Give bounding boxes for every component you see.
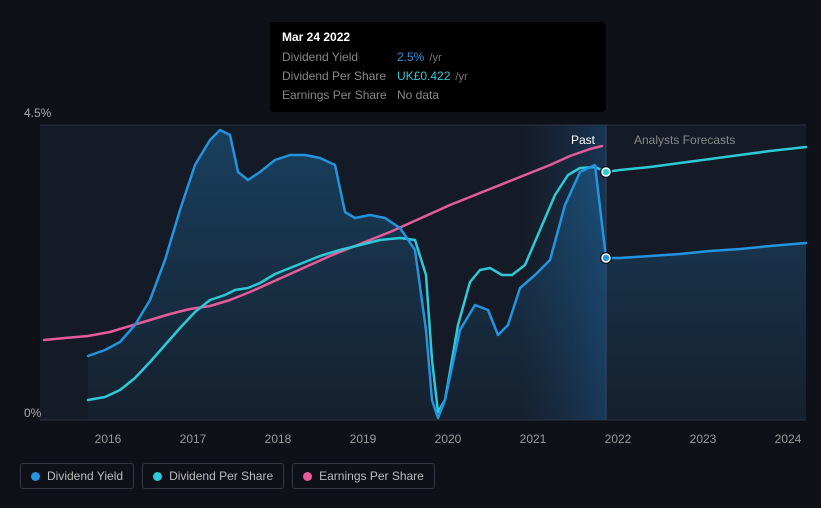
x-axis-tick: 2021 bbox=[520, 432, 547, 446]
y-axis-min: 0% bbox=[24, 406, 41, 420]
tooltip-row: Earnings Per ShareNo data bbox=[282, 86, 594, 104]
legend-dot-icon bbox=[303, 472, 312, 481]
legend-item[interactable]: Dividend Yield bbox=[20, 463, 134, 489]
legend-dot-icon bbox=[153, 472, 162, 481]
x-axis-tick: 2016 bbox=[95, 432, 122, 446]
chart-tooltip: Mar 24 2022 Dividend Yield2.5% /yrDivide… bbox=[270, 22, 606, 112]
x-axis-tick: 2022 bbox=[605, 432, 632, 446]
x-axis-tick: 2018 bbox=[265, 432, 292, 446]
tooltip-row: Dividend Per ShareUK£0.422 /yr bbox=[282, 67, 594, 86]
legend-dot-icon bbox=[31, 472, 40, 481]
x-axis-tick: 2023 bbox=[690, 432, 717, 446]
x-axis-tick: 2019 bbox=[350, 432, 377, 446]
x-axis: 2016 2017 2018 2019 2020 2021 2022 2023 2024 bbox=[20, 432, 806, 452]
legend-label: Earnings Per Share bbox=[319, 469, 424, 483]
y-axis-max: 4.5% bbox=[24, 106, 51, 120]
forecast-label: Analysts Forecasts bbox=[634, 133, 735, 147]
tooltip-row-value: No data bbox=[397, 86, 439, 104]
legend-item[interactable]: Earnings Per Share bbox=[292, 463, 435, 489]
past-label: Past bbox=[571, 133, 595, 147]
chart-legend: Dividend Yield Dividend Per Share Earnings… bbox=[20, 463, 435, 489]
legend-label: Dividend Yield bbox=[47, 469, 123, 483]
legend-label: Dividend Per Share bbox=[169, 469, 273, 483]
tooltip-row-label: Earnings Per Share bbox=[282, 86, 397, 104]
tooltip-row-value: UK£0.422 /yr bbox=[397, 67, 468, 86]
dividend-chart[interactable]: 4.5% 0% bbox=[20, 100, 806, 450]
x-axis-tick: 2020 bbox=[435, 432, 462, 446]
legend-item[interactable]: Dividend Per Share bbox=[142, 463, 284, 489]
tooltip-row-label: Dividend Per Share bbox=[282, 67, 397, 86]
tooltip-row-label: Dividend Yield bbox=[282, 48, 397, 67]
tooltip-row: Dividend Yield2.5% /yr bbox=[282, 48, 594, 67]
tooltip-date: Mar 24 2022 bbox=[282, 30, 594, 44]
tooltip-row-value: 2.5% /yr bbox=[397, 48, 442, 67]
x-axis-tick: 2017 bbox=[180, 432, 207, 446]
x-axis-tick: 2024 bbox=[775, 432, 802, 446]
